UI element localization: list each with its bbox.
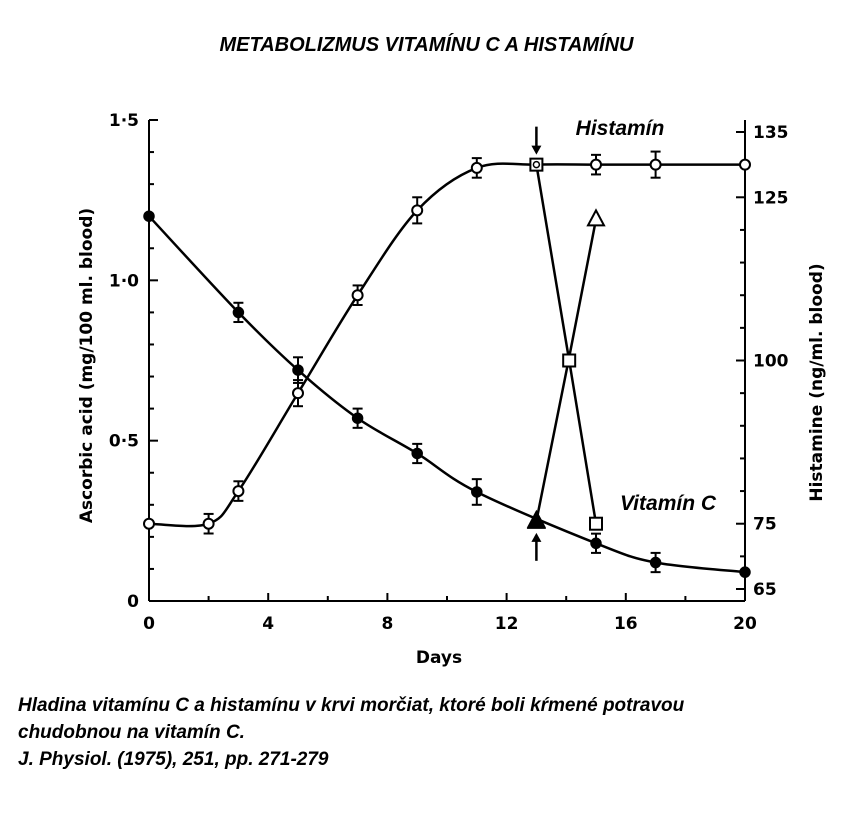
vitamin-c-point (649, 556, 662, 569)
histamine-point (143, 517, 155, 530)
histamine-point (590, 158, 602, 171)
y-right-tick-label: 100 (753, 352, 789, 372)
vitamin-c-point (590, 537, 602, 550)
figure-caption: Hladina vitamínu C a histamínu v krvi mo… (18, 692, 848, 773)
x-axis-label: Days (416, 648, 462, 668)
vitamin-c-point (143, 210, 155, 222)
histamine-point (202, 517, 215, 530)
x-tick-label: 8 (381, 614, 393, 634)
treatment-arrow-up-head (531, 532, 542, 542)
histamine-point (351, 289, 364, 302)
histamine-series-label: Histamín (576, 117, 665, 140)
histamine-point (232, 485, 245, 498)
y-right-tick-label: 125 (753, 188, 789, 208)
vitamin-c-point (471, 486, 483, 498)
y-left-tick-label: 0 (127, 592, 139, 612)
vitamin-c-point (411, 447, 423, 460)
histamine-line (148, 162, 745, 528)
chart-axes (148, 119, 746, 602)
x-tick-label: 20 (733, 614, 757, 634)
chart-labels: 0 4 8 12 16 20 0 0·5 1·0 1·5 65 75 100 125 135 Days Asco… (77, 111, 827, 668)
histamine-point (292, 387, 304, 400)
chart-plot-area (143, 126, 751, 578)
y-left-tick-label: 1·0 (109, 271, 139, 291)
x-tick-label: 4 (262, 614, 274, 634)
chart: 0 4 8 12 16 20 0 0·5 1·0 1·5 65 75 100 125 135 Days Asco… (77, 111, 827, 668)
histamine-point (470, 161, 483, 174)
y-left-tick-label: 0·5 (109, 432, 139, 452)
y-right-tick-label: 65 (753, 580, 777, 600)
caption-line-1: Hladina vitamínu C a histamínu v krvi mo… (18, 695, 685, 716)
histamine-treatment-point (562, 353, 577, 368)
histamine-point (739, 158, 751, 171)
histamine-treatment-line (535, 164, 598, 524)
vitamin-c-treatment-point-filled (526, 510, 547, 529)
page-title: METABOLIZMUS VITAMÍNU C A HISTAMÍNU (219, 34, 634, 56)
histamine-point (649, 158, 662, 171)
y-left-tick-label: 1·5 (109, 111, 139, 131)
caption-line-2: chudobnou na vitamín C. (18, 722, 245, 743)
x-tick-label: 12 (495, 614, 519, 634)
vitamin-c-treatment-point (586, 208, 606, 227)
vitamin-c-series-label: Vitamín C (620, 492, 717, 515)
y-right-tick-label: 135 (753, 123, 789, 143)
x-tick-label: 16 (614, 614, 638, 634)
histamine-treatment-point (589, 516, 603, 531)
y-right-tick-label: 75 (753, 515, 777, 535)
y-axis-right-label: Histamine (ng/ml. blood) (807, 263, 827, 501)
vitamin-c-point (739, 566, 751, 578)
histamine-point (532, 160, 541, 169)
caption-line-3: J. Physiol. (1975), 251, pp. 271-279 (18, 749, 329, 770)
vitamin-c-point (292, 364, 304, 376)
treatment-arrow-down-head (531, 145, 542, 155)
vitamin-c-line (148, 215, 746, 574)
vitamin-c-point (351, 412, 364, 424)
vitamin-c-point (232, 306, 245, 319)
y-axis-left-label: Ascorbic acid (mg/100 ml. blood) (77, 208, 97, 523)
histamine-point (411, 204, 424, 217)
x-tick-label: 0 (143, 614, 155, 634)
